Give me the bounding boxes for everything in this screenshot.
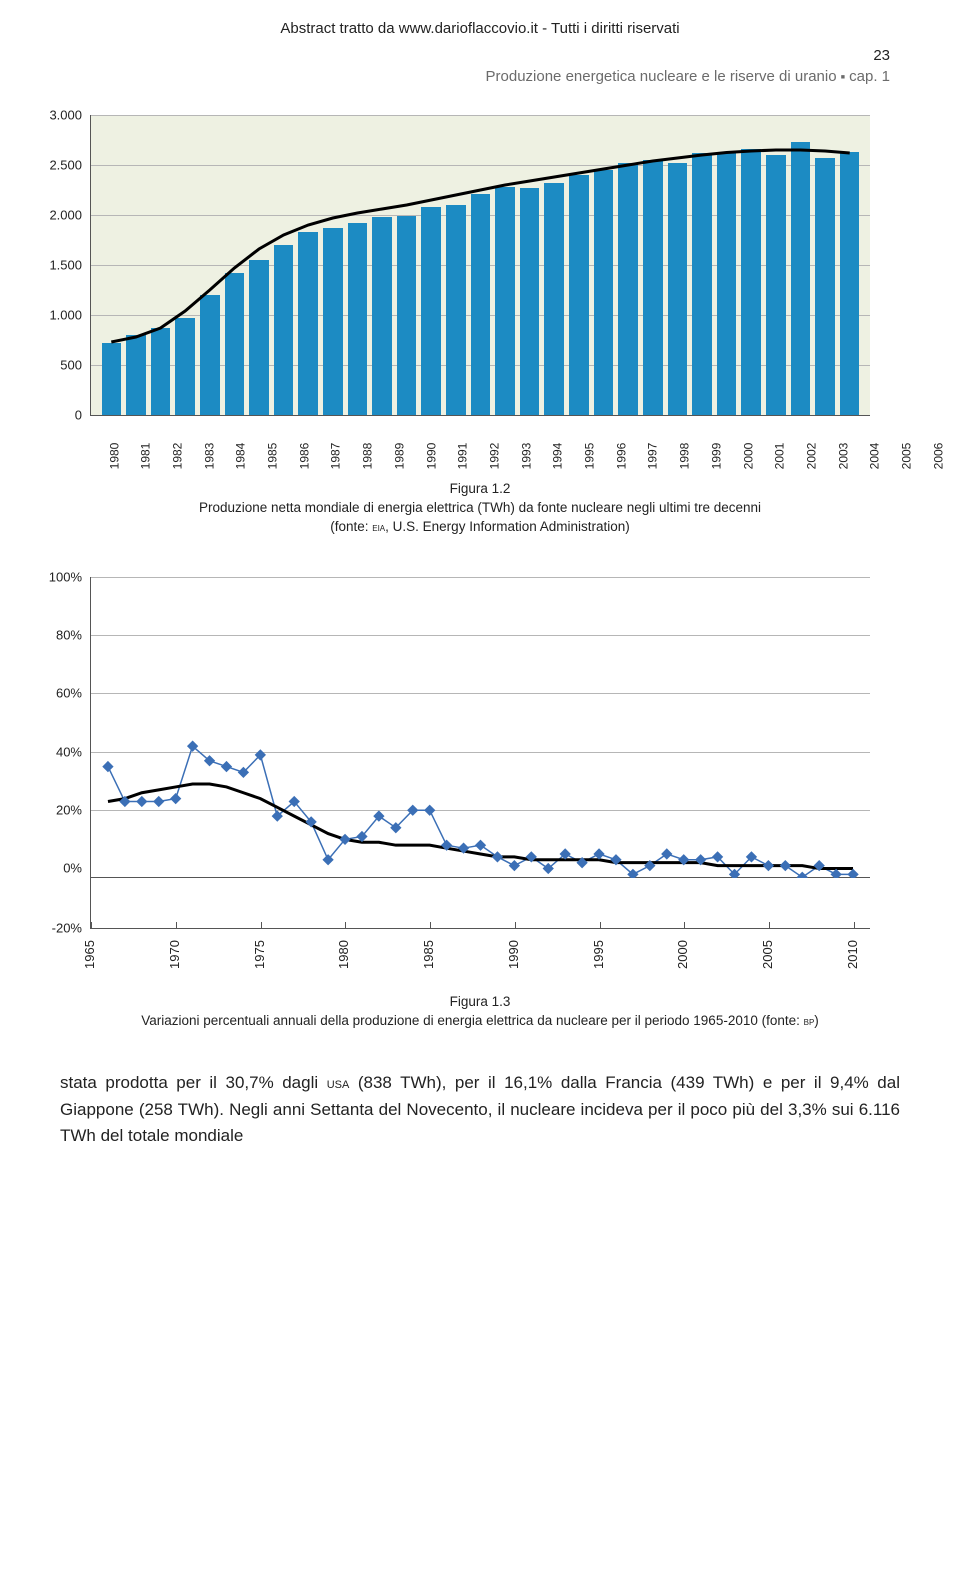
y-tick-label: -20% bbox=[52, 920, 82, 935]
y-tick-label: 0% bbox=[63, 861, 82, 876]
data-marker bbox=[593, 848, 604, 859]
y-tick-label: 80% bbox=[56, 628, 82, 643]
x-tick-label: 2000 bbox=[675, 940, 690, 969]
x-tick-label: 1985 bbox=[421, 940, 436, 969]
data-marker bbox=[509, 860, 520, 871]
body-paragraph: stata prodotta per il 30,7% dagli usa (8… bbox=[60, 1070, 900, 1149]
data-marker bbox=[763, 860, 774, 871]
x-tick-label: 1995 bbox=[591, 940, 606, 969]
data-marker bbox=[170, 793, 181, 804]
x-tick-label: 2007 bbox=[950, 443, 960, 470]
data-marker bbox=[475, 839, 486, 850]
chart-1-plot: 05001.0001.5002.0002.5003.000 bbox=[90, 115, 870, 416]
chart-2-plot: 0%20%40%60%80%100% bbox=[90, 577, 870, 878]
x-tick-label: 1970 bbox=[167, 940, 182, 969]
data-marker bbox=[780, 860, 791, 871]
data-marker bbox=[492, 851, 503, 862]
x-tick-label: 1975 bbox=[252, 940, 267, 969]
chart-1-xaxis: 1980198119821983198419851986198719881989… bbox=[90, 420, 870, 460]
x-tick-label: 1965 bbox=[82, 940, 97, 969]
y-tick-label: 500 bbox=[60, 358, 82, 373]
y-tick-label: 1.000 bbox=[49, 308, 82, 323]
y-tick-label: 100% bbox=[49, 569, 82, 584]
chart-2-negative-area: -20% bbox=[90, 878, 870, 929]
y-tick-label: 3.000 bbox=[49, 108, 82, 123]
chart-1-trendline bbox=[91, 115, 870, 415]
data-marker bbox=[221, 761, 232, 772]
x-tick-label: 1990 bbox=[506, 940, 521, 969]
y-tick-label: 40% bbox=[56, 744, 82, 759]
y-tick-label: 1.500 bbox=[49, 258, 82, 273]
chart-2-caption: Figura 1.3 Variazioni percentuali annual… bbox=[60, 993, 900, 1031]
chart-1-caption: Figura 1.2 Produzione netta mondiale di … bbox=[60, 480, 900, 537]
header-abstract: Abstract tratto da www.darioflaccovio.it… bbox=[60, 20, 900, 37]
y-tick-label: 20% bbox=[56, 803, 82, 818]
y-tick-label: 2.500 bbox=[49, 158, 82, 173]
chart-2: 0%20%40%60%80%100% -20% 1965197019751980… bbox=[90, 577, 870, 973]
y-tick-label: 0 bbox=[75, 408, 82, 423]
x-tick-label: 1980 bbox=[336, 940, 351, 969]
data-marker bbox=[424, 804, 435, 815]
x-tick-label: 2010 bbox=[845, 940, 860, 969]
x-tick-label: 2005 bbox=[760, 940, 775, 969]
data-marker bbox=[102, 761, 113, 772]
chart-2-lines bbox=[91, 577, 870, 927]
chart-2-xaxis: 1965197019751980198519901995200020052010 bbox=[90, 933, 870, 973]
data-marker bbox=[136, 796, 147, 807]
data-marker bbox=[661, 848, 672, 859]
y-tick-label: 2.000 bbox=[49, 208, 82, 223]
page-number: 23 bbox=[60, 47, 900, 64]
data-marker bbox=[153, 796, 164, 807]
chart-1: 05001.0001.5002.0002.5003.000 1980198119… bbox=[90, 115, 870, 460]
section-title: Produzione energetica nucleare e le rise… bbox=[60, 68, 900, 85]
y-tick-label: 60% bbox=[56, 686, 82, 701]
